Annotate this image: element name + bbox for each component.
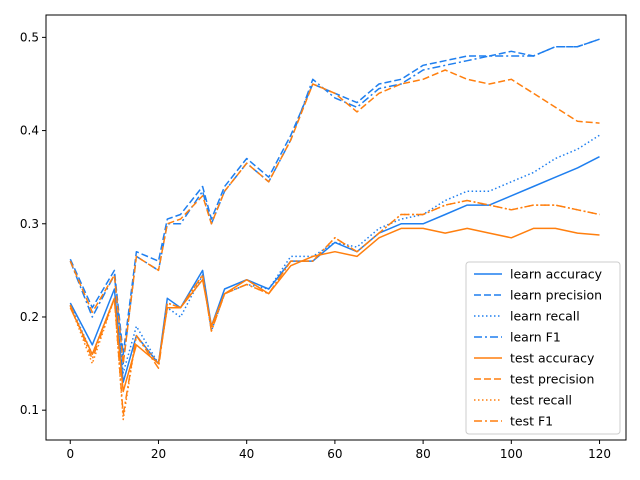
legend-label: test F1 [510, 414, 553, 429]
legend-label: learn precision [510, 288, 602, 303]
y-tick-label: 0.2 [20, 310, 39, 324]
y-tick-label: 0.1 [20, 403, 39, 417]
x-tick-label: 0 [66, 447, 74, 461]
y-tick-label: 0.4 [20, 124, 39, 138]
series-layer [69, 38, 600, 421]
legend-box [465, 261, 621, 435]
legend-label: learn recall [510, 309, 580, 324]
legend: learn accuracy learn precision learn recal… [465, 261, 621, 435]
plot-area [45, 14, 627, 441]
legend-label: test recall [510, 393, 572, 408]
series-line-test-precision [69, 69, 600, 365]
x-axis: 0 20 40 60 80 100 120 [66, 440, 611, 461]
y-axis: 0.1 0.2 0.3 0.4 0.5 [20, 30, 46, 417]
x-tick-label: 20 [151, 447, 166, 461]
x-tick-label: 100 [500, 447, 523, 461]
series-line-test-F1 [69, 199, 600, 416]
legend-label: learn accuracy [510, 267, 603, 282]
x-tick-label: 60 [327, 447, 342, 461]
series-line-learn-F1 [69, 38, 600, 365]
axes-frame [45, 14, 627, 441]
y-tick-label: 0.3 [20, 217, 39, 231]
series-line-learn-precision [69, 38, 600, 356]
legend-label: learn F1 [510, 330, 561, 345]
x-tick-label: 120 [588, 447, 611, 461]
x-tick-label: 40 [239, 447, 254, 461]
y-tick-label: 0.5 [20, 30, 39, 44]
legend-label: test precision [510, 372, 594, 387]
legend-label: test accuracy [510, 351, 595, 366]
x-tick-label: 80 [415, 447, 430, 461]
